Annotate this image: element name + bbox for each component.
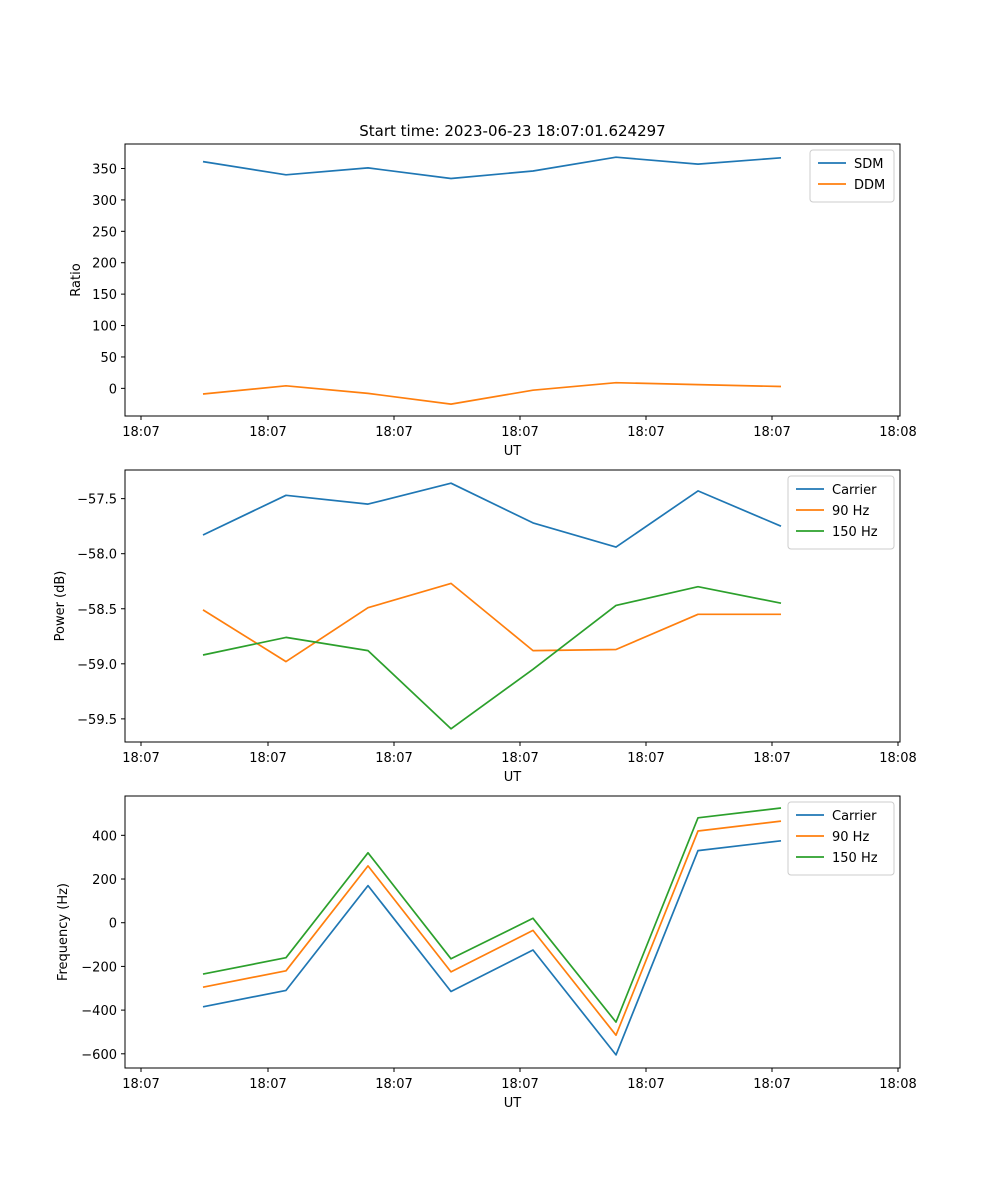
series-line-sdm — [202, 156, 782, 180]
series-line-90-hz — [202, 820, 782, 1037]
chart-title: Start time: 2023-06-23 18:07:01.624297 — [359, 122, 665, 140]
series-line-90-hz — [202, 582, 781, 663]
x-tick-label: 18:08 — [879, 751, 916, 766]
legend-label: 90 Hz — [832, 830, 869, 845]
x-tick-label: 18:07 — [375, 1077, 412, 1092]
y-tick-label: −600 — [81, 1048, 117, 1063]
plot-frame — [124, 143, 901, 417]
series-line-carrier — [202, 482, 782, 548]
legend-label: SDM — [854, 157, 883, 172]
x-tick-label: 18:07 — [627, 751, 664, 766]
y-tick-label: −59.5 — [77, 713, 117, 728]
x-axis-label: UT — [504, 770, 522, 785]
y-tick-label: −200 — [81, 960, 117, 975]
panel-1: 0 50 100 150 200 250 300 350 18:07 18:07 18:07 18:0… — [69, 143, 917, 459]
y-tick-label: 0 — [109, 917, 117, 932]
x-tick-label: 18:07 — [753, 751, 790, 766]
plot-frame — [124, 795, 901, 1069]
panel-2: −59.5 −59.0 −58.5 −58.0 −57.5 18:07 18:07 18:07… — [53, 469, 917, 785]
x-tick-label: 18:08 — [879, 1077, 916, 1092]
x-tick-label: 18:07 — [627, 425, 664, 440]
x-tick-label: 18:07 — [501, 425, 538, 440]
y-tick-label: 150 — [92, 288, 117, 303]
legend-label: 150 Hz — [832, 525, 878, 540]
x-tick-label: 18:07 — [122, 425, 159, 440]
x-tick-label: 18:08 — [879, 425, 916, 440]
x-tick-label: 18:07 — [249, 1077, 286, 1092]
x-tick-label: 18:07 — [501, 1077, 538, 1092]
y-tick-label: 250 — [92, 225, 117, 240]
x-tick-label: 18:07 — [753, 425, 790, 440]
y-tick-label: −59.0 — [77, 658, 117, 673]
series-line-150-hz — [202, 807, 782, 1023]
x-axis-label: UT — [504, 1096, 522, 1111]
y-tick-label: 0 — [109, 382, 117, 397]
y-tick-label: 200 — [92, 257, 117, 272]
y-axis-label: Frequency (Hz) — [56, 883, 71, 981]
y-tick-label: −58.0 — [77, 548, 117, 563]
legend-label: 90 Hz — [832, 504, 869, 519]
y-tick-label: 200 — [92, 873, 117, 888]
y-tick-label: 50 — [100, 351, 117, 366]
x-tick-label: 18:07 — [375, 751, 412, 766]
x-tick-label: 18:07 — [249, 751, 286, 766]
series-line-150-hz — [202, 585, 782, 730]
x-tick-label: 18:07 — [753, 1077, 790, 1092]
y-tick-label: −400 — [81, 1004, 117, 1019]
plot-frame — [124, 469, 901, 743]
x-tick-label: 18:07 — [627, 1077, 664, 1092]
x-axis-label: UT — [504, 444, 522, 459]
y-tick-label: 100 — [92, 320, 117, 335]
series-line-ddm — [202, 381, 782, 405]
x-tick-label: 18:07 — [122, 751, 159, 766]
y-axis-label: Power (dB) — [53, 571, 68, 642]
x-tick-label: 18:07 — [501, 751, 538, 766]
x-tick-label: 18:07 — [249, 425, 286, 440]
x-tick-label: 18:07 — [122, 1077, 159, 1092]
y-tick-label: −58.5 — [77, 603, 117, 618]
y-tick-label: 400 — [92, 829, 117, 844]
legend-label: DDM — [854, 178, 885, 193]
x-tick-label: 18:07 — [375, 425, 412, 440]
legend-label: 150 Hz — [832, 851, 878, 866]
panel-3: −600 −400 −200 0 200 400 18:07 18:07 18:07 18:07 1… — [56, 795, 917, 1111]
y-tick-label: 300 — [92, 194, 117, 209]
legend-label: Carrier — [832, 809, 877, 824]
series-line-carrier — [202, 839, 782, 1056]
y-tick-label: 350 — [92, 162, 117, 177]
y-tick-label: −57.5 — [77, 493, 117, 508]
panels: 0 50 100 150 200 250 300 350 18:07 18:07 18:07 18:0… — [53, 143, 917, 1111]
y-axis-label: Ratio — [69, 263, 84, 296]
legend-label: Carrier — [832, 483, 877, 498]
